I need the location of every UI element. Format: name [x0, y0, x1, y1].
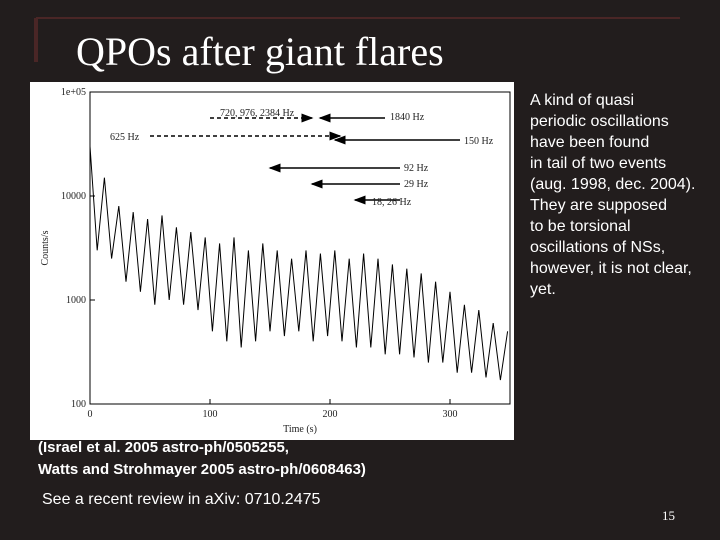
- annotation: 625 Hz: [110, 132, 140, 143]
- y-tick-label: 1e+05: [61, 87, 86, 98]
- annotation: 720, 976, 2384 Hz: [220, 108, 295, 119]
- body-line: oscillations of NSs,: [530, 239, 666, 256]
- slide-title: QPOs after giant flares: [76, 29, 444, 74]
- x-tick-label: 0: [88, 409, 93, 420]
- arrows: [150, 113, 460, 205]
- figure: 720, 976, 2384 Hz 1840 Hz 625 Hz 150 Hz …: [30, 82, 514, 440]
- body-line: periodic oscillations: [530, 113, 669, 130]
- light-curve: [89, 146, 509, 381]
- body-line: (aug. 1998, dec. 2004).: [530, 176, 696, 193]
- body-line: however, it is not clear,: [530, 260, 692, 277]
- citation: (Israel et al. 2005 astro-ph/0505255, Wat…: [38, 437, 366, 481]
- y-tick-label: 10000: [61, 191, 86, 202]
- annotation: 29 Hz: [404, 179, 429, 190]
- body-line: They are supposed: [530, 197, 667, 214]
- body-line: to be torsional: [530, 218, 631, 235]
- plot-frame: [89, 91, 511, 405]
- y-axis-label: Counts/s: [40, 230, 51, 265]
- citation-line: (Israel et al. 2005 astro-ph/0505255,: [38, 439, 289, 456]
- annotation: 18, 26 Hz: [372, 197, 412, 208]
- x-axis-label: Time (s): [283, 424, 317, 435]
- body-line: yet.: [530, 281, 556, 298]
- body-text: A kind of quasi periodic oscillations have…: [530, 90, 695, 300]
- body-line: have been found: [530, 134, 650, 151]
- page-number: 15: [662, 508, 675, 523]
- citation-line: Watts and Strohmayer 2005 astro-ph/06084…: [38, 461, 366, 478]
- y-tick-label: 100: [71, 399, 86, 410]
- annotation: 92 Hz: [404, 163, 429, 174]
- x-tick-label: 100: [203, 409, 218, 420]
- annotation: 1840 Hz: [390, 112, 425, 123]
- body-line: A kind of quasi: [530, 92, 635, 109]
- body-line: in tail of two events: [530, 155, 667, 172]
- y-tick-label: 1000: [66, 295, 86, 306]
- review-note: See a recent review in aXiv: 0710.2475: [42, 491, 321, 508]
- annotation: 150 Hz: [464, 136, 494, 147]
- x-tick-label: 200: [323, 409, 338, 420]
- x-tick-label: 300: [443, 409, 458, 420]
